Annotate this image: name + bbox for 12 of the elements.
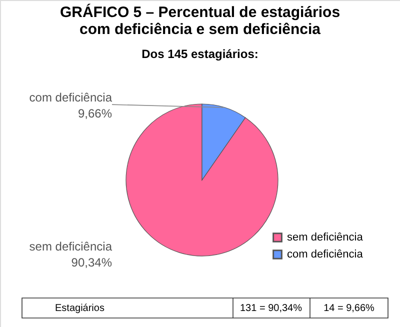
slice-label: sem deficiência	[29, 239, 112, 254]
text: Estagiários	[55, 303, 104, 314]
legend-label: sem deficiência	[287, 232, 364, 244]
data-label: 9,66%	[78, 106, 112, 121]
legend-label: com deficiência	[287, 248, 364, 260]
chart-title: GRÁFICO 5 – Percentual de estagiários com deficiência e sem deficiência	[60, 3, 340, 38]
text: 131 = 90,34%	[240, 303, 302, 314]
text: 14 = 9,66%	[324, 303, 375, 314]
slice-label: com deficiência	[29, 90, 112, 105]
chart-subtitle: Dos 145 estagiários:	[142, 47, 258, 61]
data-label: 90,34%	[71, 255, 112, 270]
pie-slice	[126, 104, 278, 256]
